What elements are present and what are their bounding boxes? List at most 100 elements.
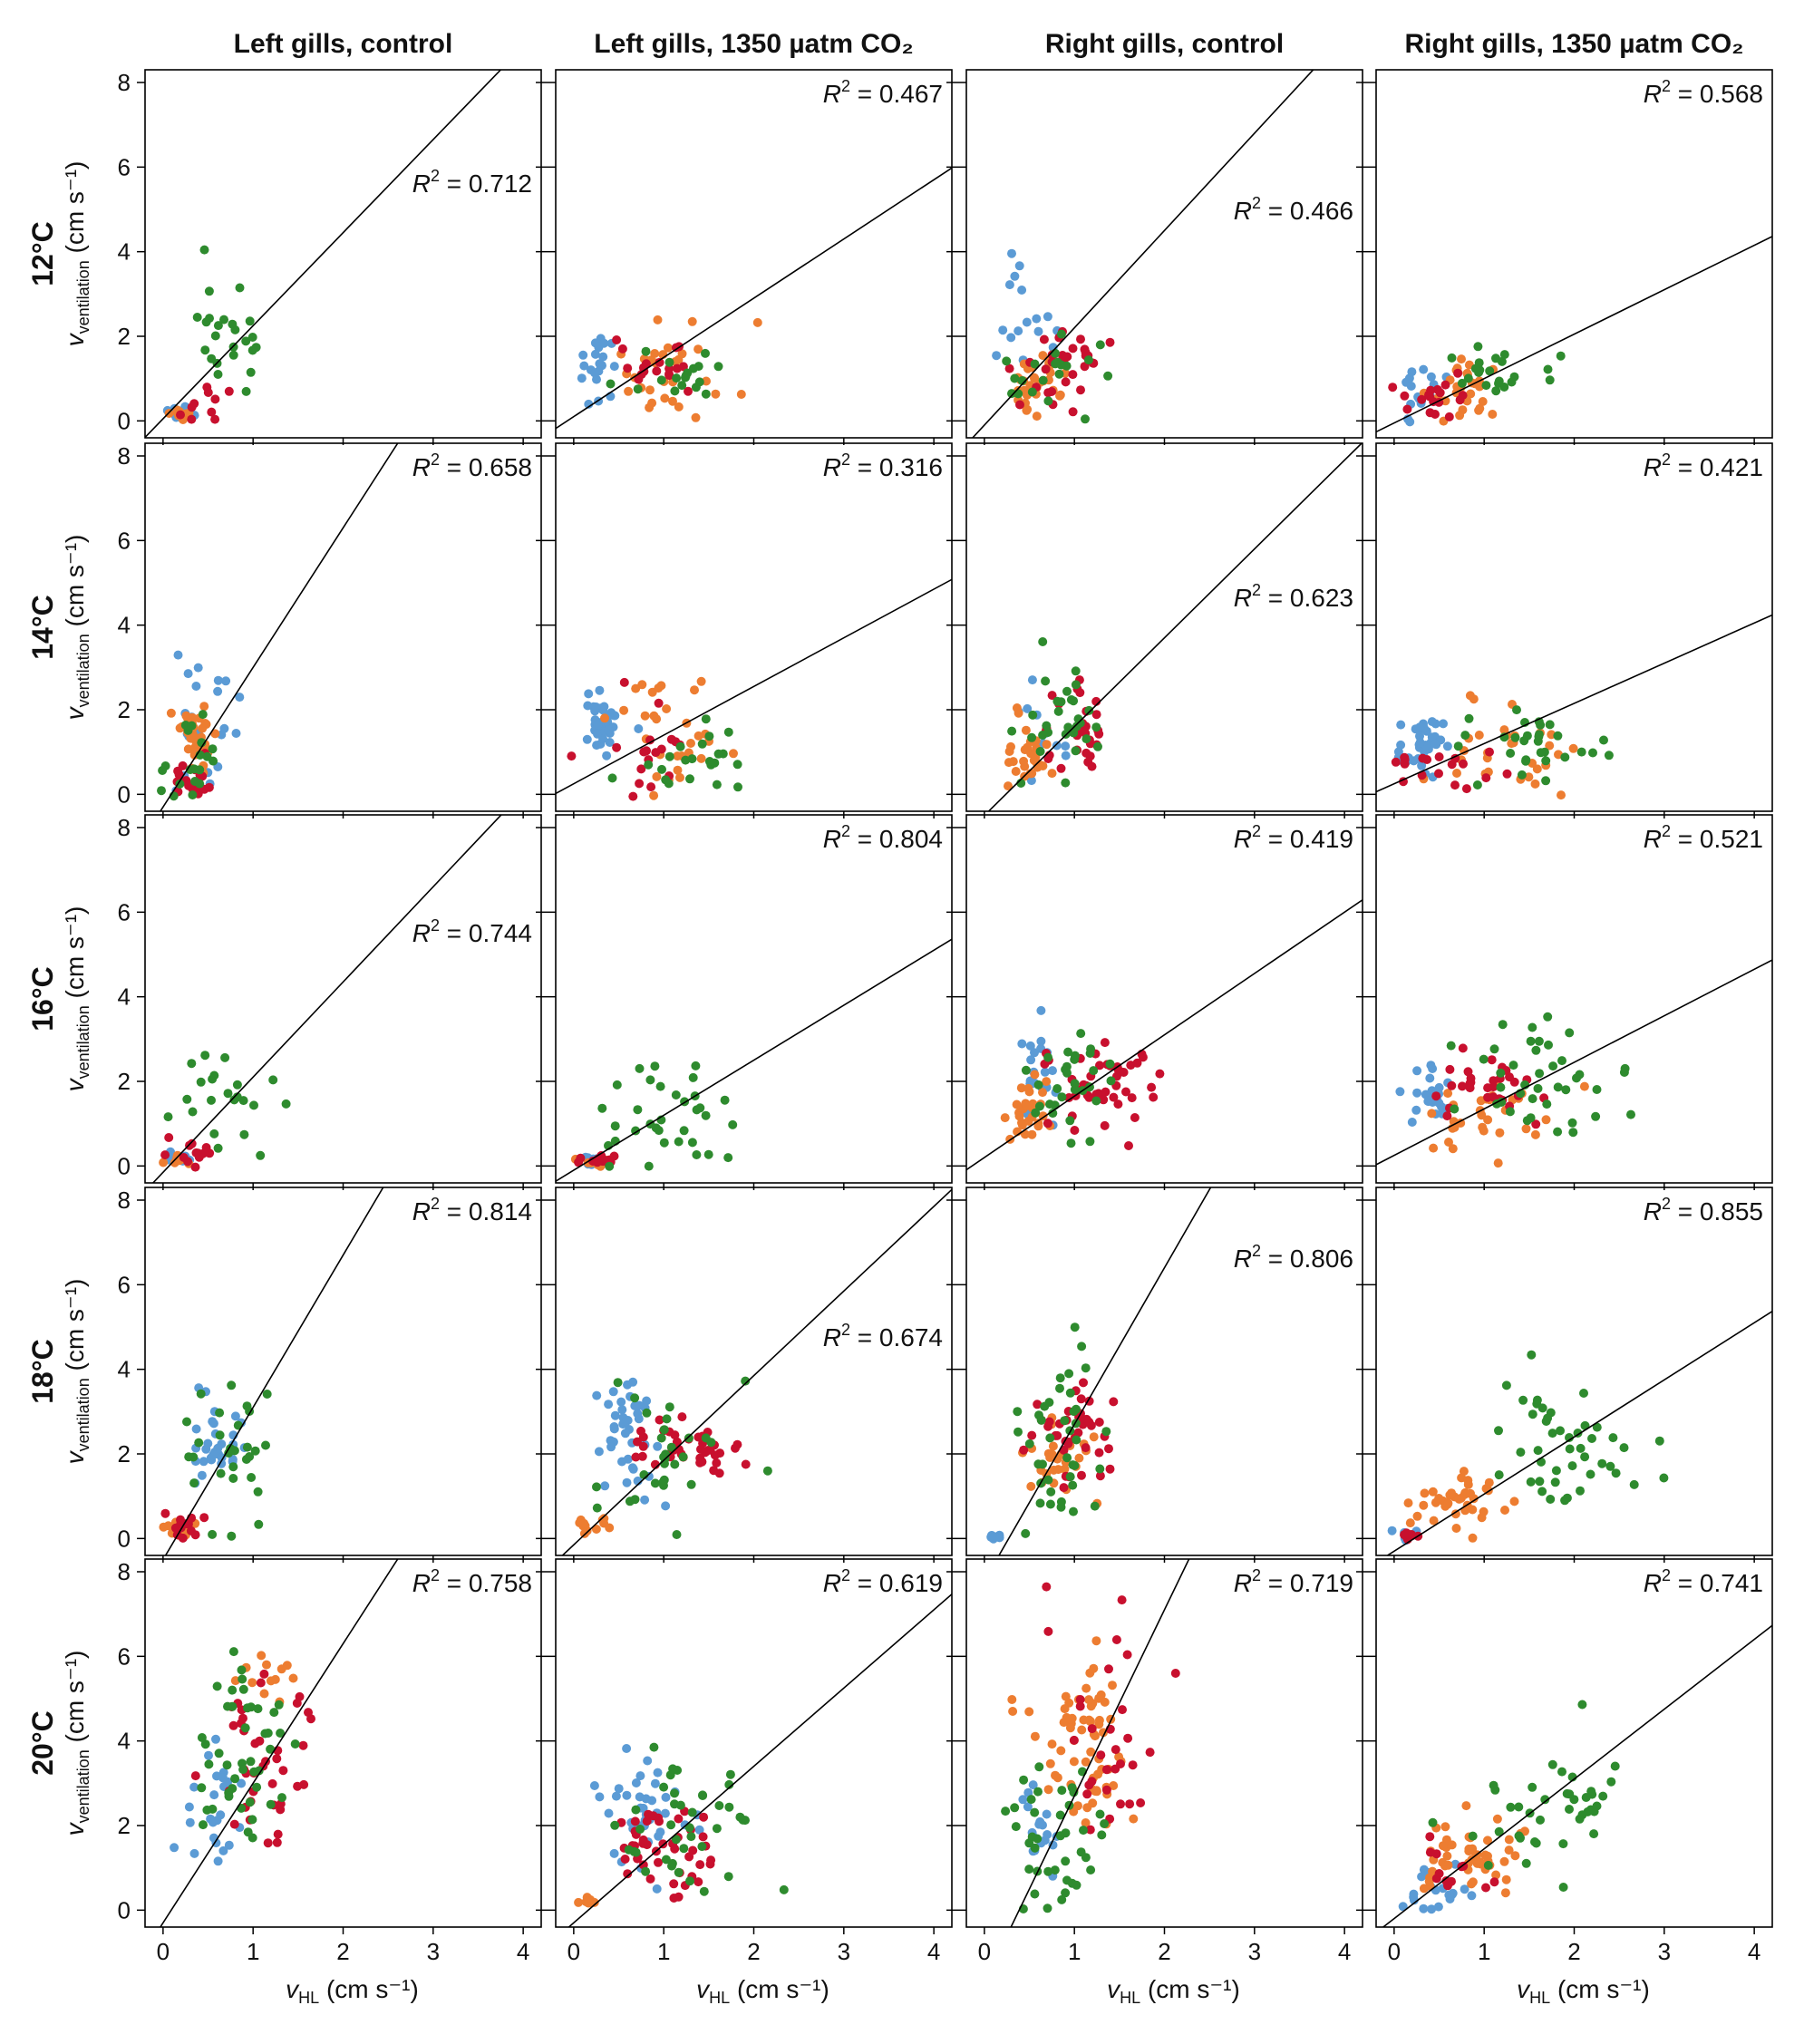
point-green <box>1083 355 1093 365</box>
point-orange <box>1021 725 1031 735</box>
point-red <box>699 1812 709 1822</box>
point-green <box>1464 713 1474 723</box>
point-green <box>266 1744 276 1754</box>
point-orange <box>1495 1128 1505 1138</box>
point-green <box>1062 1875 1072 1885</box>
point-orange <box>1007 1695 1017 1704</box>
point-blue <box>611 1791 621 1801</box>
point-red <box>634 374 644 384</box>
point-red <box>684 1852 694 1862</box>
point-green <box>1619 1068 1629 1077</box>
point-green <box>1605 1461 1615 1471</box>
point-green <box>1536 748 1546 758</box>
point-orange <box>605 1523 615 1533</box>
point-red <box>228 1720 238 1730</box>
point-red <box>229 1819 239 1829</box>
point-red <box>1458 1043 1468 1053</box>
point-red <box>1489 1082 1498 1092</box>
point-blue <box>640 1495 650 1505</box>
point-green <box>1580 1452 1590 1462</box>
point-red <box>1138 1052 1148 1062</box>
panel-frame <box>1375 814 1773 1184</box>
point-blue <box>602 751 612 760</box>
point-green <box>1065 1472 1075 1482</box>
point-red <box>652 366 662 376</box>
point-orange <box>1042 740 1052 750</box>
point-orange <box>696 676 706 686</box>
point-blue <box>622 1790 632 1800</box>
point-green <box>1506 1802 1516 1812</box>
point-green <box>723 1153 733 1163</box>
point-red <box>1075 1695 1085 1704</box>
point-green <box>1030 1889 1040 1899</box>
point-red <box>642 746 651 756</box>
point-green <box>666 1442 676 1452</box>
point-orange <box>1419 1500 1429 1510</box>
regression-line <box>987 443 1363 811</box>
point-orange <box>1045 1758 1055 1768</box>
point-orange <box>1081 1683 1091 1693</box>
point-green <box>1550 1477 1560 1487</box>
point-orange <box>288 1673 298 1683</box>
point-green <box>592 1482 601 1492</box>
point-blue <box>654 1831 664 1841</box>
point-orange <box>1504 1845 1514 1855</box>
point-orange <box>1428 1866 1438 1876</box>
point-green <box>695 1103 705 1113</box>
point-green <box>252 1782 262 1792</box>
point-green <box>1071 680 1081 690</box>
point-orange <box>674 354 684 364</box>
point-green <box>1071 666 1081 676</box>
point-green <box>256 1150 266 1160</box>
point-red <box>1136 1798 1146 1807</box>
point-green <box>253 1487 263 1497</box>
point-green <box>157 786 166 796</box>
panel-r2-c3: R2 = 0.623 <box>946 442 1363 819</box>
point-green <box>1095 1464 1105 1474</box>
point-red <box>199 1513 209 1523</box>
x-tick-label: 1 <box>247 1938 259 1965</box>
point-orange <box>1466 389 1476 399</box>
point-green <box>246 1757 256 1767</box>
point-green <box>228 1701 238 1711</box>
point-green <box>1597 1458 1607 1468</box>
point-green <box>1017 376 1027 385</box>
point-green <box>1507 377 1517 387</box>
point-green <box>1052 1084 1062 1093</box>
point-red <box>164 1133 174 1142</box>
point-blue <box>622 1477 632 1487</box>
point-green <box>228 1784 238 1794</box>
point-green <box>228 319 238 329</box>
point-orange <box>1023 1083 1033 1093</box>
point-green <box>613 1378 623 1388</box>
point-green <box>229 1446 239 1456</box>
point-green <box>1599 735 1608 745</box>
point-green <box>1021 1065 1031 1075</box>
point-orange <box>166 708 176 718</box>
y-tick-label: 6 <box>118 1642 131 1670</box>
point-red <box>1445 1064 1455 1074</box>
point-red <box>1095 1471 1105 1481</box>
point-green <box>197 1733 207 1742</box>
point-orange <box>645 385 655 395</box>
row-title-2: 14°C <box>26 595 59 660</box>
point-red <box>1111 1745 1120 1755</box>
point-blue <box>661 1792 671 1802</box>
point-orange <box>1504 1835 1514 1845</box>
point-orange <box>647 687 657 697</box>
point-orange <box>640 711 650 721</box>
point-orange <box>1499 725 1509 735</box>
point-blue <box>170 1843 179 1853</box>
point-green <box>684 1433 693 1443</box>
point-red <box>1047 691 1057 701</box>
point-green <box>610 1121 620 1131</box>
point-orange <box>653 315 663 325</box>
point-green <box>1065 1116 1075 1126</box>
point-green <box>1654 1436 1664 1446</box>
point-orange <box>1493 1158 1503 1168</box>
point-red <box>674 1892 684 1902</box>
point-green <box>1551 1466 1561 1476</box>
point-orange <box>584 1898 593 1908</box>
point-red <box>654 1857 663 1867</box>
point-green <box>228 1647 238 1657</box>
